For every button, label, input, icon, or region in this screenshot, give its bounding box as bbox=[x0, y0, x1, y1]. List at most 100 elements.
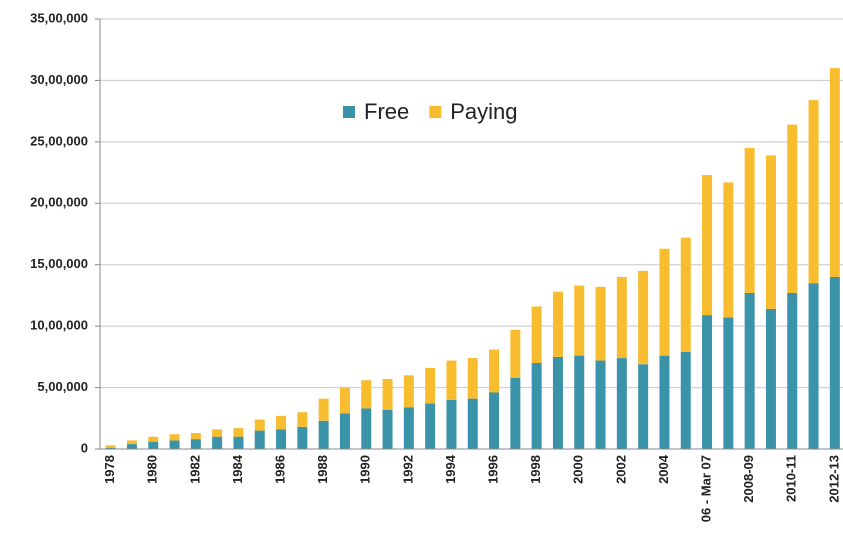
bar-segment bbox=[467, 358, 478, 399]
bar-segment bbox=[297, 426, 308, 449]
bar-segment bbox=[574, 355, 585, 449]
bar-segment bbox=[361, 408, 372, 449]
bar-segment bbox=[829, 277, 840, 449]
bar-segment bbox=[531, 306, 542, 363]
y-tick-label: 25,00,000 bbox=[30, 133, 88, 148]
bar-segment bbox=[638, 364, 649, 449]
bar-segment bbox=[446, 399, 457, 449]
bar-segment bbox=[787, 124, 798, 293]
x-tick-label: 2002 bbox=[613, 455, 628, 484]
x-tick-label: 1980 bbox=[145, 455, 160, 484]
y-tick-label: 35,00,000 bbox=[30, 10, 88, 25]
bar-segment bbox=[723, 182, 734, 318]
bar-segment bbox=[702, 175, 713, 316]
legend-swatch bbox=[429, 106, 442, 118]
y-tick-label: 0 bbox=[81, 440, 88, 455]
bar-segment bbox=[531, 363, 542, 449]
bar-segment bbox=[126, 440, 137, 445]
bar-segment bbox=[169, 434, 180, 441]
bar-segment bbox=[552, 291, 563, 357]
x-tick-label: 06 - Mar 07 bbox=[698, 455, 713, 522]
bar-segment bbox=[574, 285, 585, 356]
bar-segment bbox=[276, 429, 287, 449]
bar-segment bbox=[808, 100, 819, 284]
bar-segment bbox=[510, 377, 521, 449]
bar-segment bbox=[467, 398, 478, 449]
x-tick-label: 1998 bbox=[528, 455, 543, 484]
bar-segment bbox=[190, 433, 201, 440]
bar-segment bbox=[595, 286, 606, 361]
bar-segment bbox=[339, 413, 350, 449]
y-tick-label: 5,00,000 bbox=[37, 379, 88, 394]
bar-segment bbox=[659, 355, 670, 449]
bar-segment bbox=[148, 436, 159, 442]
bar-segment bbox=[339, 387, 350, 414]
bar-segment bbox=[276, 415, 287, 430]
x-tick-label: 2008-09 bbox=[741, 455, 756, 503]
x-tick-label: 1984 bbox=[230, 454, 245, 484]
x-tick-label: 1996 bbox=[485, 455, 500, 484]
bar-segment bbox=[382, 409, 393, 449]
bar-segment bbox=[254, 430, 265, 449]
bar-segment bbox=[659, 248, 670, 356]
bar-segment bbox=[808, 283, 819, 449]
x-tick-label: 1992 bbox=[400, 455, 415, 484]
bar-segment bbox=[126, 444, 137, 449]
bar-segment bbox=[787, 292, 798, 449]
bar-segment bbox=[723, 317, 734, 449]
bar-segment bbox=[765, 155, 776, 309]
bar-segment bbox=[680, 351, 691, 449]
bar-segment bbox=[446, 360, 457, 400]
x-tick-label: 2010-11 bbox=[784, 455, 799, 502]
bar-segment bbox=[212, 436, 223, 449]
x-tick-label: 1990 bbox=[358, 455, 373, 484]
bar-segment bbox=[425, 367, 436, 404]
bar-segment bbox=[680, 237, 691, 352]
bar-segment bbox=[297, 412, 308, 427]
bar-segment bbox=[595, 360, 606, 449]
legend-label: Paying bbox=[450, 99, 517, 124]
bar-segment bbox=[510, 329, 521, 378]
bar-segment bbox=[233, 428, 244, 437]
legend-swatch bbox=[343, 106, 355, 118]
bar-segment bbox=[361, 380, 372, 409]
legend-label: Free bbox=[364, 99, 409, 124]
bar-segment bbox=[616, 358, 627, 449]
y-tick-label: 10,00,000 bbox=[30, 318, 88, 333]
bar-segment bbox=[318, 420, 329, 449]
bar-segment bbox=[254, 419, 265, 431]
x-tick-label: 2000 bbox=[571, 455, 586, 484]
bar-segment bbox=[169, 440, 180, 449]
bar-segment bbox=[148, 441, 159, 449]
bar-segment bbox=[489, 349, 500, 393]
bar-segment bbox=[765, 308, 776, 449]
x-tick-label: 1986 bbox=[272, 455, 287, 484]
bar-segment bbox=[190, 439, 201, 449]
y-tick-label: 20,00,000 bbox=[30, 195, 88, 210]
x-tick-label: 2004 bbox=[656, 454, 671, 484]
bar-segment bbox=[425, 403, 436, 449]
bar-segment bbox=[638, 270, 649, 365]
bar-segment bbox=[105, 447, 116, 449]
bar-segment bbox=[318, 398, 329, 421]
x-tick-label: 1978 bbox=[102, 455, 117, 484]
bar-segment bbox=[552, 356, 563, 449]
bar-segment bbox=[382, 378, 393, 410]
bar-segment bbox=[403, 375, 414, 408]
bar-segment bbox=[744, 148, 755, 293]
bar-segment bbox=[744, 292, 755, 449]
bar-segment bbox=[212, 429, 223, 437]
x-tick-label: 1994 bbox=[443, 454, 458, 484]
y-tick-label: 30,00,000 bbox=[30, 72, 88, 87]
bar-segment bbox=[489, 392, 500, 449]
y-tick-label: 15,00,000 bbox=[30, 256, 88, 271]
bar-segment bbox=[105, 445, 116, 448]
bar-segment bbox=[403, 407, 414, 449]
x-tick-label: 1988 bbox=[315, 455, 330, 484]
bar-segment bbox=[829, 68, 840, 278]
bar-segment bbox=[233, 436, 244, 449]
bar-segment bbox=[616, 277, 627, 359]
bar-segment bbox=[702, 315, 713, 449]
x-tick-label: 2012-13 bbox=[826, 455, 841, 503]
